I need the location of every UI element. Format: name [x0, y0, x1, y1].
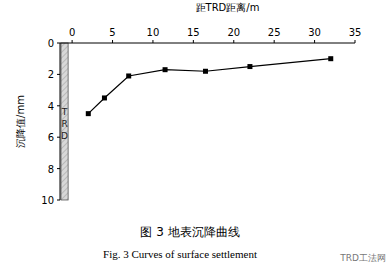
x-tick-label: 25: [268, 27, 281, 38]
y-tick-label: 10: [41, 195, 54, 206]
x-tick-label: 35: [349, 27, 362, 38]
trd-label: TRD: [61, 107, 68, 141]
point: [102, 95, 107, 100]
x-tick: [355, 40, 356, 43]
point: [163, 67, 168, 72]
x-tick: [314, 40, 315, 43]
y-tick-label: 6: [48, 132, 54, 143]
settlement-line: [88, 59, 330, 114]
watermark: TRD工法网: [339, 253, 386, 263]
title: 图 3 地表沉降曲线: [140, 225, 239, 239]
x-axis-label: 距TRD距离/m: [196, 2, 260, 13]
y-tick: [57, 168, 60, 169]
y-tick-label: 0: [48, 38, 54, 49]
trd-wall: [61, 43, 68, 200]
y-tick: [57, 137, 60, 138]
y-tick: [57, 105, 60, 106]
y-axis-label: 沉降值/mm: [15, 95, 26, 148]
trd-letter: D: [61, 131, 68, 141]
x-tick: [152, 40, 153, 43]
x-tick-label: 20: [227, 27, 240, 38]
y-axis: [60, 43, 61, 200]
x-tick-label: 10: [147, 27, 160, 38]
point: [203, 69, 208, 74]
x-tick: [72, 40, 73, 43]
trd-letter: T: [61, 107, 68, 117]
x-tick-label: 15: [187, 27, 200, 38]
point: [86, 111, 91, 116]
x-tick: [274, 40, 275, 43]
subtitle: Fig. 3 Curves of surface settlement: [103, 248, 257, 260]
point: [126, 73, 131, 78]
point: [328, 56, 333, 61]
x-tick: [112, 40, 113, 43]
y-tick: [57, 74, 60, 75]
y-tick: [57, 200, 60, 201]
plot-area: [86, 56, 333, 116]
x-tick: [233, 40, 234, 43]
chart-root: TRD 0 5 10 15 20 25 30 35 0 2 4 6 8 10 距TRD距离/m 沉降值/mm 图 …: [0, 0, 391, 271]
x-tick-label: 5: [109, 27, 115, 38]
x-tick-label: 30: [308, 27, 321, 38]
y-tick: [57, 43, 60, 44]
trd-letter: R: [61, 119, 67, 129]
x-axis: [60, 43, 355, 44]
y-tick-label: 4: [48, 101, 54, 112]
y-tick-label: 8: [48, 164, 54, 175]
x-tick: [193, 40, 194, 43]
y-tick-label: 2: [48, 69, 54, 80]
point: [247, 64, 252, 69]
x-tick-label: 0: [69, 27, 75, 38]
